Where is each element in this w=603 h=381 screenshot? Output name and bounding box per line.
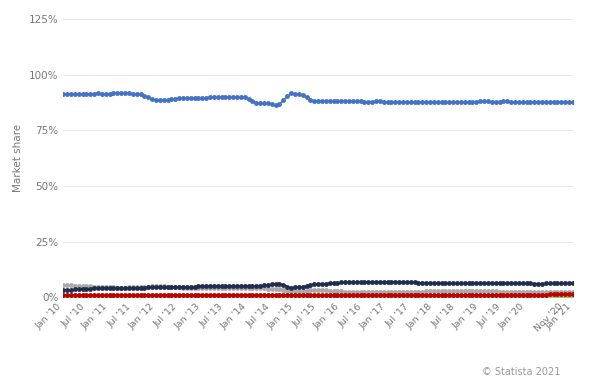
Google [388,100,395,105]
Google [272,102,279,107]
bing [95,286,102,291]
Yahoo! [95,285,102,289]
Line: Baidu: Baidu [62,292,575,297]
Baidu [550,292,557,296]
bing [388,279,395,284]
Yahoo! [538,290,546,294]
Yandex RU [384,294,391,298]
Yandex RU [95,294,102,298]
Yandex RU [554,294,561,298]
Yahoo! [396,290,403,294]
Google [569,99,576,104]
Text: © Statista 2021: © Statista 2021 [482,367,561,377]
Google [418,100,426,104]
Line: Yandex RU: Yandex RU [62,294,575,298]
Yahoo! [550,290,557,295]
bing [399,280,406,284]
Yandex RU [415,294,422,298]
Google [558,99,565,104]
Yandex RU [569,294,576,298]
Y-axis label: Market share: Market share [13,124,23,192]
Yandex RU [60,294,67,298]
Google [60,92,67,97]
Yahoo! [411,290,418,294]
bing [60,288,67,292]
bing [415,280,422,285]
Baidu [380,293,387,297]
Baidu [60,293,67,298]
Baidu [538,293,546,297]
Yahoo! [60,283,67,287]
Line: Yahoo!: Yahoo! [62,283,575,294]
Line: Google: Google [62,91,575,107]
Yandex RU [542,294,549,298]
Google [403,100,411,104]
Baidu [396,293,403,297]
bing [569,281,576,285]
Yandex RU [399,294,406,298]
Baidu [411,293,418,297]
Line: bing: bing [62,280,575,292]
bing [380,280,387,284]
bing [554,281,561,286]
Yandex RU [106,293,113,298]
Google [95,91,102,96]
Baidu [569,291,576,296]
Baidu [95,293,102,298]
Yahoo! [380,290,387,294]
Yahoo! [569,290,576,295]
Google [118,90,125,95]
Google [546,99,554,104]
bing [542,281,549,286]
